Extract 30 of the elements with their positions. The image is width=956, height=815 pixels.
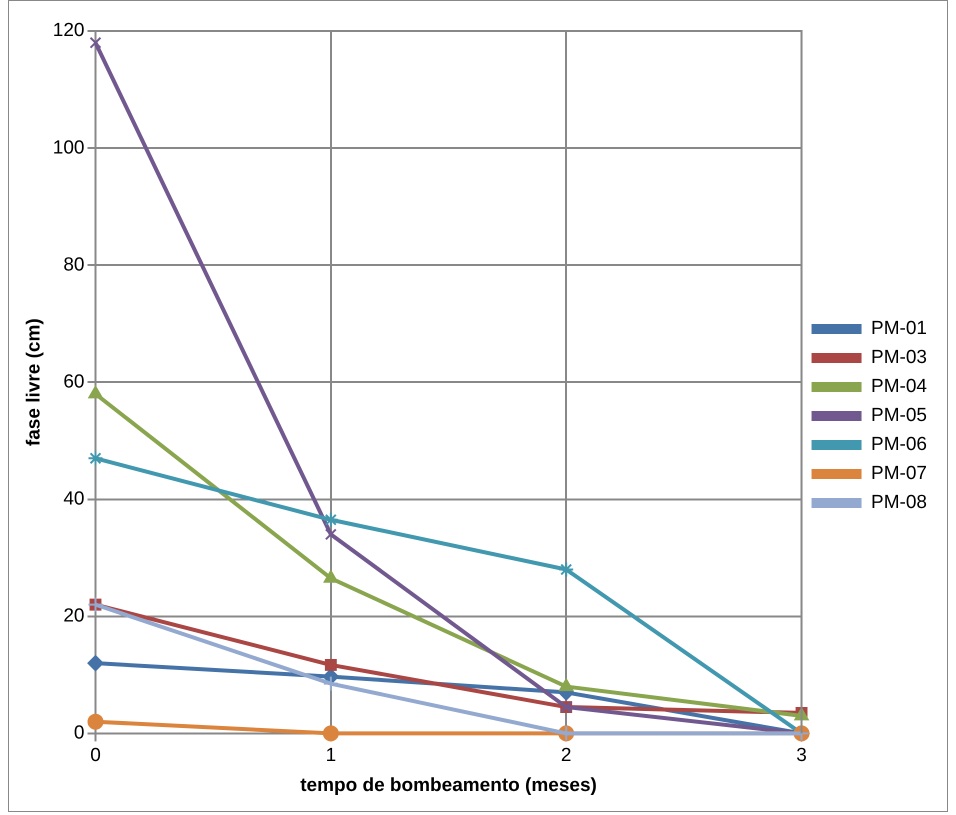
legend-label: PM-05 <box>871 405 928 426</box>
y-tick-label: 60 <box>63 371 84 392</box>
legend-label: PM-06 <box>871 434 928 456</box>
legend-label: PM-08 <box>871 492 928 514</box>
x-tick-label: 0 <box>90 745 101 766</box>
point <box>88 655 104 672</box>
point <box>324 658 337 671</box>
point <box>322 512 339 528</box>
y-tick-label: 80 <box>63 254 84 276</box>
y-tick-label: 100 <box>52 137 84 158</box>
x-tick-label: 3 <box>796 745 807 766</box>
y-axis-title: fase livre (cm) <box>24 318 45 446</box>
point <box>324 528 337 540</box>
point <box>88 450 104 466</box>
point <box>322 725 339 742</box>
legend-label: PM-01 <box>871 318 928 340</box>
point <box>88 714 104 730</box>
point <box>90 36 102 49</box>
y-tick-label: 40 <box>63 488 84 510</box>
point <box>558 562 574 578</box>
x-axis-title: tempo de bombeamento (meses) <box>300 774 597 796</box>
legend-label: PM-07 <box>871 463 928 484</box>
x-tick-label: 2 <box>560 745 572 766</box>
y-tick-label: 120 <box>52 20 84 42</box>
y-tick-label: 20 <box>63 606 84 627</box>
legend-label: PM-04 <box>871 376 928 398</box>
x-tick-label: 1 <box>326 745 336 766</box>
y-tick-label: 0 <box>74 722 84 744</box>
point <box>322 676 339 692</box>
legend-label: PM-03 <box>871 347 928 368</box>
